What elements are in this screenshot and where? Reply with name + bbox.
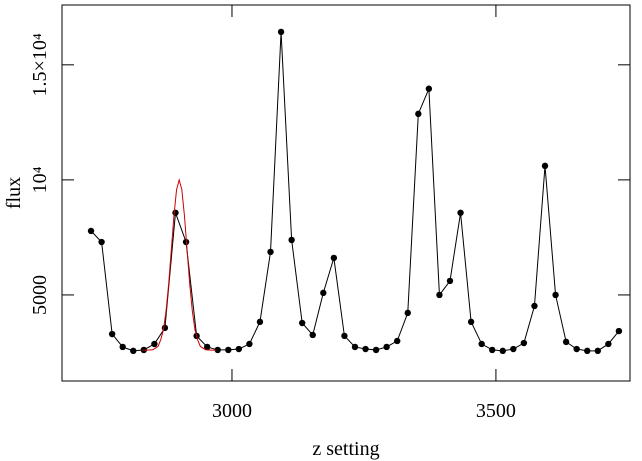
data-point xyxy=(172,209,179,216)
data-point xyxy=(594,347,601,355)
data-point xyxy=(425,85,433,92)
data-point xyxy=(203,343,211,351)
data-point xyxy=(246,340,253,348)
data-point xyxy=(457,209,464,216)
data-point xyxy=(98,238,105,246)
y-tick-label: 10⁴ xyxy=(29,166,51,193)
data-point xyxy=(446,277,454,285)
y-axis-label: flux xyxy=(3,177,25,209)
data-point xyxy=(214,346,221,354)
data-point xyxy=(235,345,243,353)
data-point xyxy=(415,110,422,118)
data-point xyxy=(288,236,295,244)
x-tick-label: 3500 xyxy=(476,400,516,422)
data-point xyxy=(562,338,570,346)
data-point xyxy=(320,289,327,297)
data-point xyxy=(489,346,496,354)
data-point xyxy=(541,162,549,170)
x-tick-label: 3000 xyxy=(212,400,252,422)
data-point xyxy=(130,347,137,355)
data-point xyxy=(467,318,475,326)
data-point xyxy=(309,331,316,339)
data-point xyxy=(277,28,285,36)
y-tick-label: 5000 xyxy=(29,275,51,315)
data-point xyxy=(383,343,390,351)
data-point xyxy=(372,346,380,354)
data-point xyxy=(108,330,116,338)
data-point xyxy=(552,291,559,299)
data-point xyxy=(341,332,348,340)
data-point xyxy=(531,302,538,310)
data-point xyxy=(478,340,485,348)
data-point xyxy=(436,291,443,299)
data-point xyxy=(151,340,158,348)
y-tick-label: 1.5×10⁴ xyxy=(29,33,51,96)
data-point xyxy=(351,343,359,351)
data-point xyxy=(267,248,274,256)
data-point xyxy=(584,347,591,355)
data-point xyxy=(330,254,338,262)
data-point xyxy=(615,327,623,335)
data-point xyxy=(499,347,506,355)
data-point xyxy=(256,318,264,326)
data-point xyxy=(573,345,580,353)
x-axis-label: z setting xyxy=(312,438,379,460)
data-point xyxy=(362,345,369,353)
data-line xyxy=(90,31,620,352)
data-point xyxy=(225,346,232,354)
data-point xyxy=(510,345,517,353)
data-line xyxy=(142,177,217,351)
data-point xyxy=(161,324,169,332)
data-point xyxy=(394,337,401,345)
data-point xyxy=(87,227,95,235)
data-point xyxy=(605,340,612,348)
plot-frame xyxy=(61,4,631,382)
data-point xyxy=(404,309,411,317)
data-point xyxy=(119,343,126,351)
data-point xyxy=(298,319,306,327)
data-point xyxy=(520,339,528,347)
